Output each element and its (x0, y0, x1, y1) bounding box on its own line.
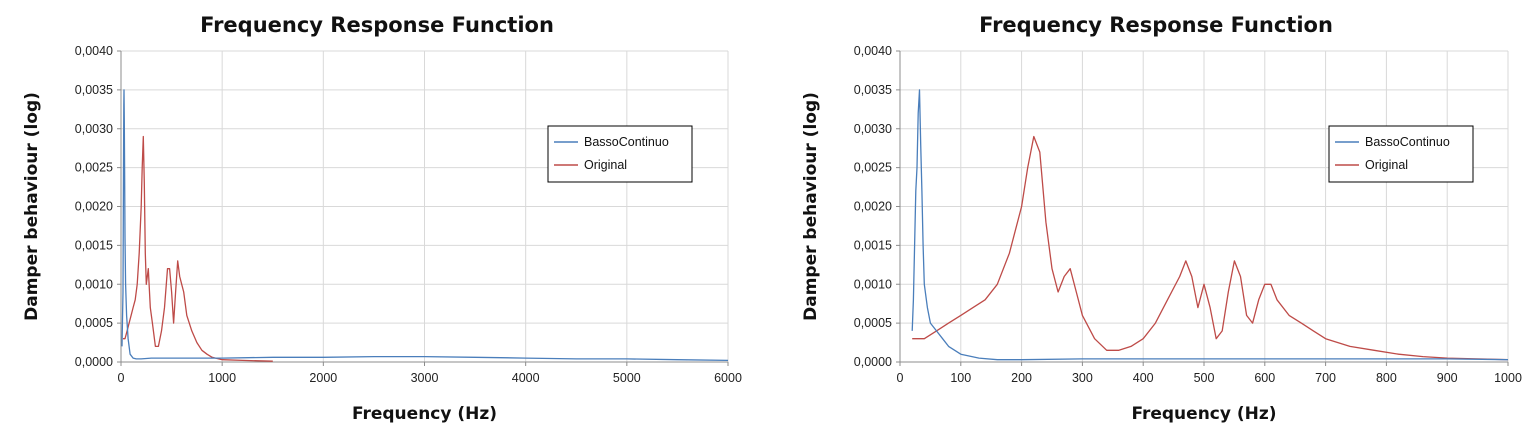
legend-box (547, 125, 693, 183)
legend-entry: BassoContinuo (1365, 135, 1450, 149)
y-tick-label: 0,0020 (75, 200, 113, 214)
x-axis-title: Frequency (Hz) (352, 404, 497, 424)
y-axis-title: Damper behaviour (log) (22, 92, 42, 321)
x-tick-label: 500 (1194, 371, 1215, 385)
y-tick-label: 0,0010 (854, 277, 892, 291)
y-tick-label: 0,0035 (75, 83, 113, 97)
chart-left: Frequency Response Function 0 1000 2000 3000… (22, 13, 742, 424)
series-line-original (912, 135, 1509, 361)
legend-entry: Original (584, 158, 627, 172)
y-tick-label: 0,0000 (75, 355, 113, 369)
y-tick-label: 0,0015 (854, 238, 892, 252)
x-tick-label: 400 (1133, 371, 1154, 385)
x-tick-label: 1000 (208, 371, 236, 385)
x-axis-title: Frequency (Hz) (1131, 404, 1276, 424)
x-tick-label: 700 (1315, 371, 1336, 385)
y-tick-label: 0,0025 (854, 161, 892, 175)
x-tick-label: 900 (1437, 371, 1458, 385)
y-tick-label: 0,0000 (854, 355, 892, 369)
y-tick-label: 0,0035 (854, 83, 892, 97)
x-tick-label: 200 (1011, 371, 1032, 385)
x-tick-label: 5000 (613, 371, 641, 385)
legend-box (1328, 125, 1474, 183)
y-tick-label: 0,0005 (854, 316, 892, 330)
x-tick-label: 800 (1376, 371, 1397, 385)
series-line-bassocontinuo (911, 89, 1509, 361)
legend: BassoContinuo Original (547, 125, 693, 183)
y-tick-label: 0,0040 (75, 44, 113, 58)
x-tick-label: 2000 (309, 371, 337, 385)
x-tick-label: 1000 (1494, 371, 1522, 385)
chart-title: Frequency Response Function (979, 13, 1333, 37)
chart-right: Frequency Response Function 0 100 200 300 400… (801, 13, 1522, 424)
x-tick-label: 0 (118, 371, 125, 385)
legend-entry: BassoContinuo (584, 135, 669, 149)
y-tick-label: 0,0030 (854, 122, 892, 136)
x-tick-label: 300 (1072, 371, 1093, 385)
legend: BassoContinuo Original (1328, 125, 1474, 183)
y-tick-label: 0,0005 (75, 316, 113, 330)
x-tick-label: 600 (1254, 371, 1275, 385)
y-tick-label: 0,0030 (75, 122, 113, 136)
x-tick-label: 3000 (411, 371, 439, 385)
chart-title: Frequency Response Function (200, 13, 554, 37)
y-tick-label: 0,0025 (75, 161, 113, 175)
y-axis-title: Damper behaviour (log) (801, 92, 821, 321)
x-tick-label: 0 (897, 371, 904, 385)
series-line-bassocontinuo (121, 89, 729, 362)
y-tick-label: 0,0040 (854, 44, 892, 58)
y-tick-label: 0,0020 (854, 200, 892, 214)
x-tick-label: 100 (950, 371, 971, 385)
y-tick-label: 0,0010 (75, 277, 113, 291)
legend-entry: Original (1365, 158, 1408, 172)
y-tick-label: 0,0015 (75, 238, 113, 252)
x-tick-label: 4000 (512, 371, 540, 385)
series-line-original (123, 135, 273, 362)
x-tick-label: 6000 (714, 371, 742, 385)
